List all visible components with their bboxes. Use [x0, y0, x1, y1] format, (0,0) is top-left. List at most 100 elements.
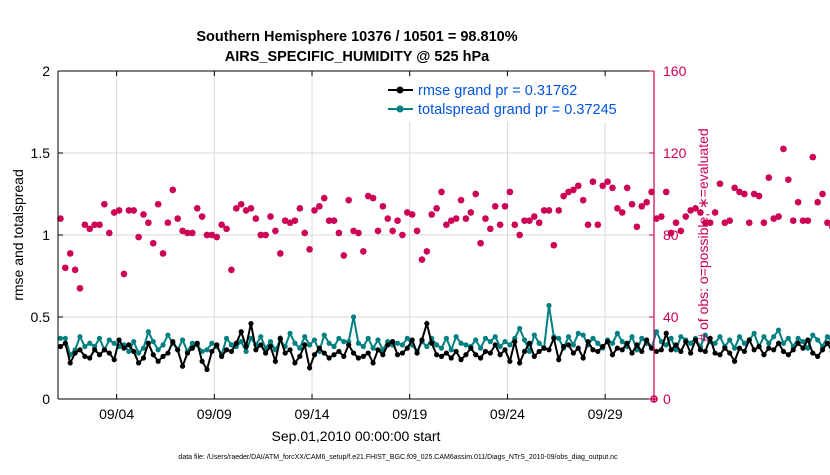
legend-rmse-label: rmse grand pr = 0.31762 — [418, 83, 577, 99]
totalspread-point — [97, 336, 102, 341]
obs-evaluated-point — [629, 201, 636, 208]
y-right-tick-label: 80 — [663, 227, 679, 243]
rmse-point — [434, 352, 439, 357]
obs-evaluated-point — [663, 189, 670, 196]
obs-evaluated-point — [551, 242, 558, 249]
rmse-point — [395, 352, 400, 357]
obs-evaluated-point — [72, 267, 79, 274]
rmse-point — [410, 337, 415, 342]
rmse-point — [424, 321, 429, 326]
rmse-point — [87, 355, 92, 360]
rmse-point — [268, 344, 273, 349]
totalspread-point — [439, 346, 444, 351]
obs-evaluated-point — [277, 250, 284, 257]
rmse-point — [620, 347, 625, 352]
totalspread-point — [771, 334, 776, 339]
rmse-point — [121, 346, 126, 351]
obs-evaluated-point — [130, 207, 137, 214]
obs-evaluated-point — [453, 215, 460, 222]
totalspread-point — [493, 334, 498, 339]
totalspread-point — [434, 342, 439, 347]
rmse-point — [243, 344, 248, 349]
obs-evaluated-point — [238, 201, 245, 208]
totalspread-point — [224, 336, 229, 341]
rmse-point — [737, 346, 742, 351]
totalspread-point — [361, 344, 366, 349]
rmse-point — [224, 347, 229, 352]
obs-evaluated-point — [790, 217, 797, 224]
totalspread-point — [581, 332, 586, 337]
rmse-point — [253, 347, 258, 352]
obs-evaluated-point — [428, 211, 435, 218]
x-tick-label: 09/09 — [197, 406, 232, 422]
rmse-point — [771, 347, 776, 352]
rmse-point — [727, 350, 732, 355]
obs-evaluated-point — [419, 256, 426, 263]
obs-evaluated-point — [77, 285, 84, 292]
rmse-point — [810, 350, 815, 355]
rmse-point — [439, 354, 444, 359]
x-axis-label: Sep.01,2010 00:00:00 start — [272, 428, 441, 444]
y-right-tick-label: 160 — [663, 63, 687, 79]
obs-evaluated-point — [321, 195, 328, 202]
totalspread-point — [546, 303, 551, 308]
obs-evaluated-point — [824, 219, 830, 226]
rmse-point — [449, 355, 454, 360]
rmse-point — [815, 354, 820, 359]
totalspread-point — [366, 336, 371, 341]
totalspread-point — [615, 331, 620, 336]
totalspread-point — [458, 341, 463, 346]
totalspread-point — [341, 339, 346, 344]
data-file-footer: data file: /Users/raeder/DAI/ATM_forcXX/… — [178, 454, 618, 461]
obs-evaluated-point — [345, 197, 352, 204]
rmse-point — [82, 354, 87, 359]
totalspread-point — [654, 329, 659, 334]
rmse-point — [615, 346, 620, 351]
rmse-point — [781, 349, 786, 354]
obs-evaluated-point — [301, 230, 308, 237]
obs-evaluated-point — [165, 219, 172, 226]
totalspread-point — [498, 344, 503, 349]
obs-evaluated-point — [468, 209, 475, 216]
rmse-point — [204, 367, 209, 372]
obs-evaluated-point — [585, 221, 592, 228]
rmse-line — [60, 324, 830, 370]
obs-evaluated-point — [375, 228, 382, 235]
totalspread-point — [752, 331, 757, 336]
rmse-point — [493, 342, 498, 347]
rmse-point — [287, 347, 292, 352]
totalspread-point — [405, 336, 410, 341]
obs-evaluated-point — [775, 213, 782, 220]
rmse-point — [307, 365, 312, 370]
obs-evaluated-point — [590, 178, 597, 185]
rmse-point — [165, 350, 170, 355]
legend-rmse-marker — [397, 87, 404, 94]
rmse-point — [610, 352, 615, 357]
rmse-point — [625, 341, 630, 346]
rmse-point — [571, 350, 576, 355]
obs-evaluated-point — [458, 197, 465, 204]
rmse-point — [131, 349, 136, 354]
totalspread-point — [595, 341, 600, 346]
obs-evaluated-point — [717, 180, 724, 187]
obs-evaluated-point — [624, 185, 631, 192]
totalspread-point — [454, 334, 459, 339]
rmse-point — [317, 346, 322, 351]
totalspread-point — [810, 332, 815, 337]
obs-evaluated-point — [712, 209, 719, 216]
obs-evaluated-point — [580, 197, 587, 204]
rmse-point — [468, 346, 473, 351]
rmse-point — [444, 350, 449, 355]
rmse-point — [498, 352, 503, 357]
totalspread-point — [375, 337, 380, 342]
rmse-point — [732, 359, 737, 364]
obs-evaluated-point — [682, 213, 689, 220]
rmse-point — [180, 364, 185, 369]
rmse-point — [380, 352, 385, 357]
rmse-point — [229, 349, 234, 354]
obs-evaluated-point — [595, 221, 602, 228]
x-tick-label: 09/29 — [588, 406, 623, 422]
rmse-point — [263, 350, 268, 355]
rmse-point — [331, 352, 336, 357]
obs-evaluated-point — [316, 203, 323, 210]
